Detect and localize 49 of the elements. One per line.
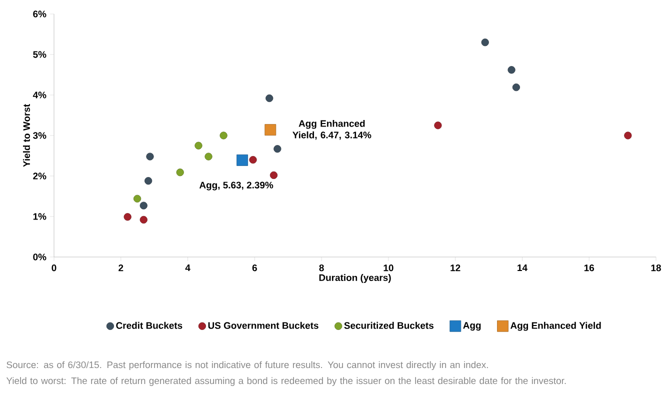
point [124, 213, 132, 221]
x-tick-label: 8 [319, 264, 324, 272]
y-tick-label: 6% [33, 10, 46, 18]
x-tick-label: 18 [651, 264, 661, 272]
point [624, 132, 632, 140]
point [434, 122, 442, 130]
point [204, 152, 212, 160]
x-tick-label: 6 [252, 264, 257, 272]
y-tick-label: 1% [33, 213, 46, 220]
legend-label: Securitized Buckets [344, 322, 434, 329]
legend-label: US Government Buckets [208, 322, 318, 329]
y-axis-title: Yield to Worst [23, 104, 30, 167]
point [194, 142, 202, 150]
text: Yield to worst: The rate of return generated assuming a bond is redeemed by the issuer on the least desirable date for the investor. [6, 377, 566, 386]
x-tick-label: 12 [450, 264, 460, 272]
point [146, 152, 154, 160]
x-tick-label: 14 [518, 264, 528, 272]
annotation: Agg Enhanced Yield, 6.47, 3.14% [292, 120, 372, 140]
x-tick-label: 4 [185, 264, 190, 272]
x-tick-label: 2 [118, 264, 124, 272]
legend-label: Credit Buckets [116, 322, 182, 329]
point [144, 177, 152, 185]
x-tick-label: 16 [584, 264, 594, 272]
point [249, 156, 257, 164]
y-tick-label: 2% [33, 172, 46, 180]
y-tick-label: 0% [33, 254, 46, 260]
point [140, 202, 148, 210]
y-tick-label: 4% [32, 92, 46, 98]
point [481, 38, 489, 46]
legend-label: Agg [463, 322, 481, 331]
source-note: Source: as of 6/30/15. Past performance is not indicative of future results. You cannot invest directly in an index. [6, 361, 488, 370]
x-axis-title: Duration (years) [319, 274, 391, 283]
point [133, 194, 142, 202]
point [274, 145, 282, 153]
y-tick-label: 3% [33, 132, 46, 139]
legend-label: Agg Enhanced Yield [510, 322, 601, 331]
point [512, 84, 520, 92]
annotation: Agg, 5.63, 2.39% [199, 182, 274, 190]
x-tick-label: 10 [384, 264, 394, 272]
point [266, 94, 274, 102]
point [236, 154, 248, 166]
point [270, 171, 278, 179]
x-tick-label: 0 [52, 264, 56, 272]
point [176, 168, 184, 176]
point [140, 216, 148, 224]
point [508, 66, 516, 74]
y-tick-label: 5% [33, 51, 46, 58]
point [220, 132, 228, 140]
point [264, 124, 276, 136]
